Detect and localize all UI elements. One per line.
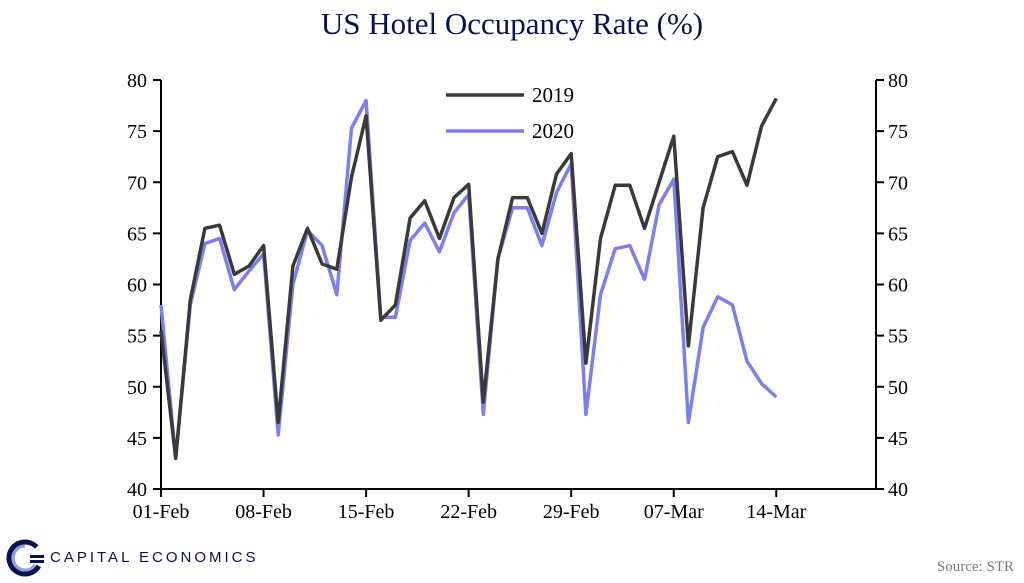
y-tick-label-right: 70 bbox=[888, 172, 908, 194]
legend-label-2020: 2020 bbox=[532, 119, 574, 143]
y-tick-label-right: 50 bbox=[888, 377, 908, 399]
y-tick-label-right: 80 bbox=[888, 70, 908, 92]
y-tick-label-left: 60 bbox=[127, 275, 147, 297]
legend-label-2019: 2019 bbox=[532, 83, 574, 107]
brand-logo: CAPITAL ECONOMICS bbox=[6, 538, 256, 580]
line-chart: 40 40 45 45 50 50 55 55 60 60 65 65 70 70 75 75 80 80 01-F… bbox=[127, 70, 908, 523]
series-line-2019 bbox=[159, 97, 778, 461]
y-tick-label-right: 65 bbox=[888, 223, 908, 245]
y-tick-label-left: 50 bbox=[127, 377, 147, 399]
y-tick-label-left: 55 bbox=[127, 326, 147, 348]
y-tick-label-right: 75 bbox=[888, 121, 908, 143]
x-tick-label: 22-Feb bbox=[440, 501, 497, 523]
y-tick-label-right: 60 bbox=[888, 275, 908, 297]
x-tick-label: 29-Feb bbox=[543, 501, 600, 523]
x-tick-label: 14-Mar bbox=[746, 501, 806, 523]
source-note: Source: STR bbox=[936, 559, 1014, 575]
x-tick-label: 15-Feb bbox=[338, 501, 395, 523]
x-tick-label: 08-Feb bbox=[235, 501, 292, 523]
capital-economics-logo-icon bbox=[6, 539, 44, 577]
x-tick-label: 01-Feb bbox=[133, 501, 190, 523]
y-tick-label-right: 55 bbox=[888, 326, 908, 348]
y-tick-label-left: 70 bbox=[127, 172, 147, 194]
y-tick-label-left: 75 bbox=[127, 121, 147, 143]
y-tick-label-left: 40 bbox=[127, 479, 147, 501]
y-tick-label-right: 45 bbox=[888, 428, 908, 450]
x-tick-label: 07-Mar bbox=[644, 501, 704, 523]
chart-title: US Hotel Occupancy Rate (%) bbox=[320, 6, 704, 41]
y-tick-label-left: 45 bbox=[127, 428, 147, 450]
y-tick-label-left: 65 bbox=[127, 223, 147, 245]
y-tick-label-right: 40 bbox=[888, 479, 908, 501]
brand-name: CAPITAL ECONOMICS bbox=[50, 549, 259, 566]
y-tick-label-left: 80 bbox=[127, 70, 147, 92]
